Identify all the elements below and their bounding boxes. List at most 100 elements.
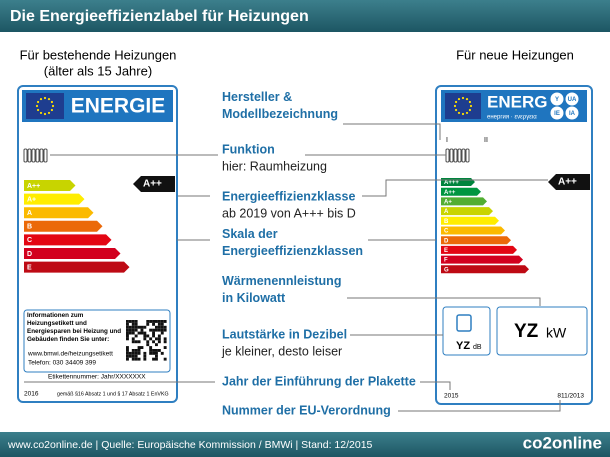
star <box>51 104 55 108</box>
class-label: C <box>27 237 32 244</box>
rating-arrow <box>548 174 590 190</box>
qr-cell <box>134 334 138 338</box>
info-url: www.bmwi.de/heizungsetikett <box>27 351 113 358</box>
star <box>461 112 465 116</box>
qr-cell <box>137 340 141 344</box>
radiator-fin <box>457 148 462 163</box>
qr-cell <box>140 325 144 329</box>
power-value: YZ <box>514 321 539 342</box>
qr-cell <box>131 340 135 344</box>
qr-cell <box>143 334 147 338</box>
star <box>43 96 47 100</box>
qr-cell <box>163 320 167 323</box>
badge-text: Y <box>555 97 559 103</box>
qr-cell <box>140 328 144 332</box>
qr-cell <box>155 354 158 358</box>
annotation-text: ab 2019 von A+++ bis D <box>222 206 356 220</box>
qr-cell <box>131 349 135 352</box>
qr-cell <box>146 343 150 347</box>
qr-cell <box>126 331 129 335</box>
qr-cell <box>155 357 158 361</box>
radiator-fin <box>449 148 454 163</box>
qr-cell <box>134 349 138 352</box>
qr-cell <box>160 320 164 323</box>
qr-cell <box>126 325 129 329</box>
qr-cell <box>134 322 138 326</box>
qr-cell <box>137 346 141 349</box>
qr-cell <box>152 328 155 332</box>
qr-cell <box>155 320 158 323</box>
radiator-fin <box>461 148 466 163</box>
qr-cell <box>160 325 164 329</box>
qr-cell <box>131 337 135 341</box>
power-box <box>496 306 588 356</box>
qr-cell <box>134 325 138 329</box>
qr-cell <box>157 320 161 323</box>
class-label: E <box>444 248 448 254</box>
qr-cell <box>143 331 147 335</box>
qr-cell <box>160 328 164 332</box>
marker: II <box>484 137 488 144</box>
qr-cell <box>157 349 161 352</box>
class-bar <box>441 216 499 225</box>
badge-text: IA <box>569 111 576 117</box>
qr-cell <box>134 340 138 344</box>
star <box>50 108 54 112</box>
class-bar <box>441 197 487 206</box>
qr-cell <box>157 334 161 338</box>
class-bar <box>24 207 94 219</box>
qr-cell <box>140 331 144 335</box>
regulation: 811/2013 <box>557 393 584 400</box>
radiator-fin <box>453 148 458 163</box>
qr-cell <box>126 320 129 323</box>
class-bar <box>24 261 130 273</box>
connector <box>347 297 541 306</box>
star <box>50 100 54 104</box>
right-year: 2015 <box>444 393 459 400</box>
left-heading: Für bestehende Heizungen <box>20 47 177 62</box>
qr-cell <box>157 322 161 326</box>
qr-cell <box>126 354 129 358</box>
qr-cell <box>160 331 164 335</box>
star <box>36 100 40 104</box>
class-bar <box>441 245 517 254</box>
qr-cell <box>149 320 153 323</box>
qr-cell <box>152 349 155 352</box>
qr-cell <box>157 337 161 341</box>
class-label: F <box>444 258 448 264</box>
annotation-title: Wärmenennleistung in Kilowatt <box>222 274 341 305</box>
qr-cell <box>155 325 158 329</box>
speaker-icon <box>456 314 472 332</box>
title-bar <box>0 0 610 32</box>
info-phone: Telefon: 030 34409 399 <box>28 360 96 367</box>
qr-cell <box>137 351 141 355</box>
qr-cell <box>134 354 138 358</box>
qr-cell <box>149 349 153 352</box>
qr-cell <box>134 320 138 323</box>
qr-cell <box>126 334 129 338</box>
qr-cell <box>126 337 129 341</box>
star <box>35 104 39 108</box>
class-bar <box>441 265 529 274</box>
qr-cell <box>140 346 144 349</box>
badge-text: IE <box>554 111 560 117</box>
star <box>468 108 472 112</box>
annotation-title: Funktion <box>222 142 275 156</box>
qr-cell <box>143 325 147 329</box>
star <box>457 111 461 115</box>
right-heading: Für neue Heizungen <box>456 47 574 62</box>
qr-cell <box>131 357 135 361</box>
label-languages: енергия · ενεργεια <box>487 115 537 121</box>
class-label: A++ <box>27 183 40 190</box>
qr-cell <box>143 354 147 358</box>
qr-cell <box>163 340 167 344</box>
star <box>461 96 465 100</box>
qr-cell <box>131 328 135 332</box>
qr-cell <box>149 337 153 341</box>
label-header-text: ENERG <box>487 92 547 111</box>
class-bar <box>441 207 493 216</box>
qr-cell <box>128 351 132 355</box>
star <box>465 97 469 101</box>
radiator-fin <box>27 148 32 163</box>
